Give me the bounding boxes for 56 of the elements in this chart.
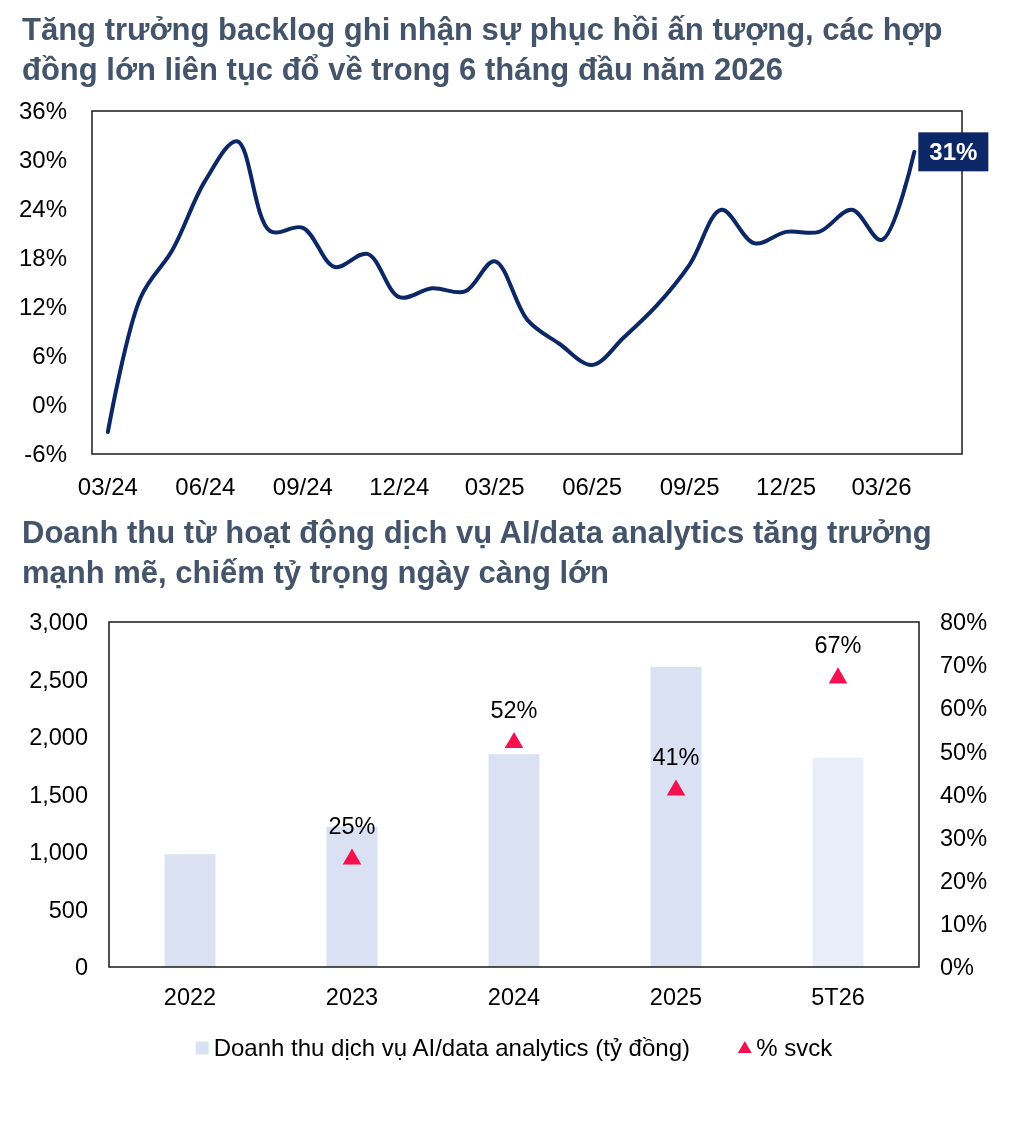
y-tick-label: 2,500 — [29, 666, 88, 693]
x-tick-label: 12/24 — [369, 473, 430, 500]
bar — [488, 754, 540, 967]
data-label: 41% — [652, 744, 700, 771]
x-tick-label: 06/25 — [562, 473, 623, 500]
chart-title: Doanh thu từ hoạt động dịch vụ AI/data analytics tăng trưởng mạnh mẽ, chiếm tỷ trọng ngày càng lớn — [22, 514, 933, 592]
x-tick-label: 2024 — [487, 984, 541, 1010]
y2-tick-label: 10% — [940, 911, 988, 938]
y-tick-label: 1,000 — [29, 839, 88, 866]
y-tick-label: 36% — [18, 97, 67, 125]
bar — [164, 854, 216, 967]
y-tick-label: 500 — [48, 896, 88, 923]
y2-tick-label: 70% — [940, 652, 988, 679]
point — [342, 848, 362, 865]
y-tick-label: 0 — [74, 954, 88, 981]
y-tick-label: -6% — [24, 440, 67, 468]
point — [504, 732, 524, 749]
y-tick-label: 0% — [32, 391, 67, 419]
x-tick-label: 12/25 — [756, 473, 817, 500]
point — [666, 779, 686, 796]
x-tick-label: 2023 — [325, 984, 379, 1010]
line-series — [105, 139, 917, 434]
x-tick-label: 09/25 — [659, 473, 720, 500]
point — [828, 667, 848, 684]
y-tick-label: 12% — [18, 293, 67, 321]
x-tick-label: 03/25 — [464, 473, 525, 500]
x-tick-label: 09/24 — [272, 473, 333, 500]
data-label: 52% — [490, 696, 538, 723]
x-tick-label: 5T26 — [811, 984, 865, 1010]
y-tick-label: 30% — [18, 146, 67, 174]
y2-tick-label: 40% — [940, 781, 988, 808]
y2-tick-label: 30% — [940, 824, 988, 851]
x-tick-label: 03/26 — [851, 473, 912, 500]
y2-tick-label: 50% — [940, 738, 988, 765]
y2-tick-label: 80% — [940, 609, 988, 636]
y-tick-label: 3,000 — [29, 609, 88, 636]
legend-label: % svck — [756, 1034, 834, 1062]
data-label: 31% — [929, 138, 978, 166]
y-tick-label: 18% — [18, 244, 67, 272]
bar — [650, 666, 702, 967]
y2-tick-label: 20% — [940, 867, 988, 894]
y-tick-label: 24% — [18, 195, 67, 223]
data-label: 25% — [328, 813, 376, 840]
chart-title: Tăng trưởng backlog ghi nhận sự phục hồi ấn tượng, các hợp đồng lớn liên tục đổ về trong 6 tháng đầu năm 2026 — [22, 11, 944, 89]
bar — [812, 757, 864, 967]
y-tick-label: 6% — [32, 342, 67, 370]
data-label: 67% — [814, 632, 862, 659]
x-tick-label: 03/24 — [77, 473, 138, 500]
y2-tick-label: 0% — [940, 954, 975, 981]
x-tick-label: 2025 — [649, 984, 703, 1010]
legend-label: Doanh thu dịch vụ AI/data analytics (tỷ đồng) — [213, 1034, 690, 1062]
y-tick-label: 1,500 — [29, 781, 88, 808]
x-tick-label: 06/24 — [175, 473, 236, 500]
y2-tick-label: 60% — [940, 695, 988, 722]
y-tick-label: 2,000 — [29, 724, 88, 751]
x-tick-label: 2022 — [163, 984, 217, 1010]
